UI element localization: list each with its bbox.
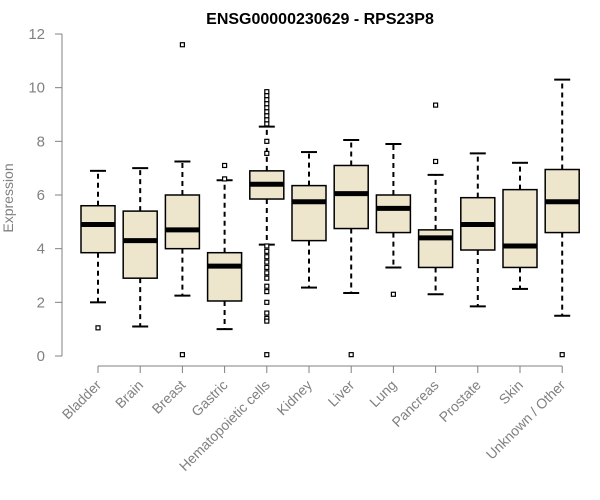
outlier-point bbox=[264, 283, 270, 289]
outlier-point bbox=[222, 176, 228, 182]
x-tick-label: Kidney bbox=[274, 377, 316, 419]
outlier-point bbox=[264, 264, 270, 271]
outlier-point bbox=[264, 270, 270, 276]
box-group bbox=[206, 162, 243, 331]
x-tick-label: Prostate bbox=[436, 377, 484, 425]
outlier-point bbox=[264, 89, 270, 95]
outlier-point bbox=[264, 248, 270, 254]
outlier-point bbox=[179, 352, 185, 358]
box-group bbox=[375, 143, 412, 297]
y-tick-label: 6 bbox=[37, 187, 45, 204]
box bbox=[206, 251, 243, 302]
outlier-point bbox=[433, 158, 439, 165]
outlier-point bbox=[264, 352, 270, 358]
outlier-point bbox=[264, 310, 270, 316]
y-tick-label: 8 bbox=[37, 133, 45, 150]
box bbox=[291, 184, 327, 242]
y-axis: 0 2 4 6 8 10 12 bbox=[28, 26, 63, 365]
outlier-point bbox=[179, 42, 185, 48]
outlier-point bbox=[264, 113, 270, 119]
box-group bbox=[544, 78, 580, 358]
box-group bbox=[249, 89, 285, 358]
outlier-point bbox=[348, 352, 354, 358]
y-tick-label: 10 bbox=[28, 80, 45, 97]
outlier-point bbox=[264, 97, 270, 103]
y-tick-label: 0 bbox=[37, 348, 45, 365]
box bbox=[502, 188, 538, 269]
box-group bbox=[164, 42, 201, 358]
outlier-point bbox=[264, 101, 270, 107]
x-tick-label: Skin bbox=[496, 377, 527, 408]
box-group bbox=[291, 151, 327, 289]
outlier-point bbox=[390, 291, 396, 297]
box-group bbox=[80, 169, 116, 331]
box bbox=[375, 194, 412, 234]
outlier-point bbox=[264, 275, 270, 281]
x-tick-label: Liver bbox=[325, 377, 358, 410]
outlier-point bbox=[264, 254, 270, 260]
x-tick-label: Unknown / Other bbox=[483, 377, 569, 463]
outlier-point bbox=[559, 352, 565, 358]
outlier-point bbox=[264, 259, 270, 265]
outlier-point bbox=[264, 138, 270, 144]
outlier-point bbox=[264, 289, 270, 295]
outlier-point bbox=[95, 325, 101, 331]
x-tick-label: Pancreas bbox=[389, 377, 442, 430]
outlier-point bbox=[264, 318, 270, 324]
box-group bbox=[502, 161, 538, 290]
outlier-point bbox=[222, 162, 228, 169]
outlier-point bbox=[264, 243, 270, 249]
outlier-point bbox=[264, 117, 270, 123]
y-tick-label: 4 bbox=[37, 241, 45, 258]
box bbox=[333, 164, 369, 230]
box-group bbox=[122, 167, 158, 328]
boxes bbox=[80, 42, 580, 358]
box-group bbox=[417, 102, 454, 296]
box bbox=[122, 210, 158, 279]
outlier-point bbox=[264, 150, 270, 157]
y-tick-label: 12 bbox=[28, 26, 45, 43]
x-tick-label: Brain bbox=[112, 377, 146, 411]
y-tick-label: 2 bbox=[37, 294, 45, 311]
x-tick-label: Bladder bbox=[59, 377, 105, 423]
outlier-point bbox=[264, 105, 270, 111]
box bbox=[80, 204, 116, 254]
x-tick-label: Lung bbox=[366, 377, 399, 410]
x-tick-label: Breast bbox=[149, 377, 189, 417]
outlier-point bbox=[433, 102, 439, 108]
outlier-point bbox=[264, 93, 270, 99]
box-group bbox=[460, 152, 496, 308]
outlier-point bbox=[264, 121, 270, 127]
chart-title: ENSG00000230629 - RPS23P8 bbox=[206, 11, 434, 28]
outlier-point bbox=[264, 109, 270, 115]
y-axis-label: Expression bbox=[0, 163, 16, 232]
outlier-point bbox=[264, 299, 270, 305]
box-group bbox=[333, 138, 369, 358]
box bbox=[164, 194, 201, 250]
